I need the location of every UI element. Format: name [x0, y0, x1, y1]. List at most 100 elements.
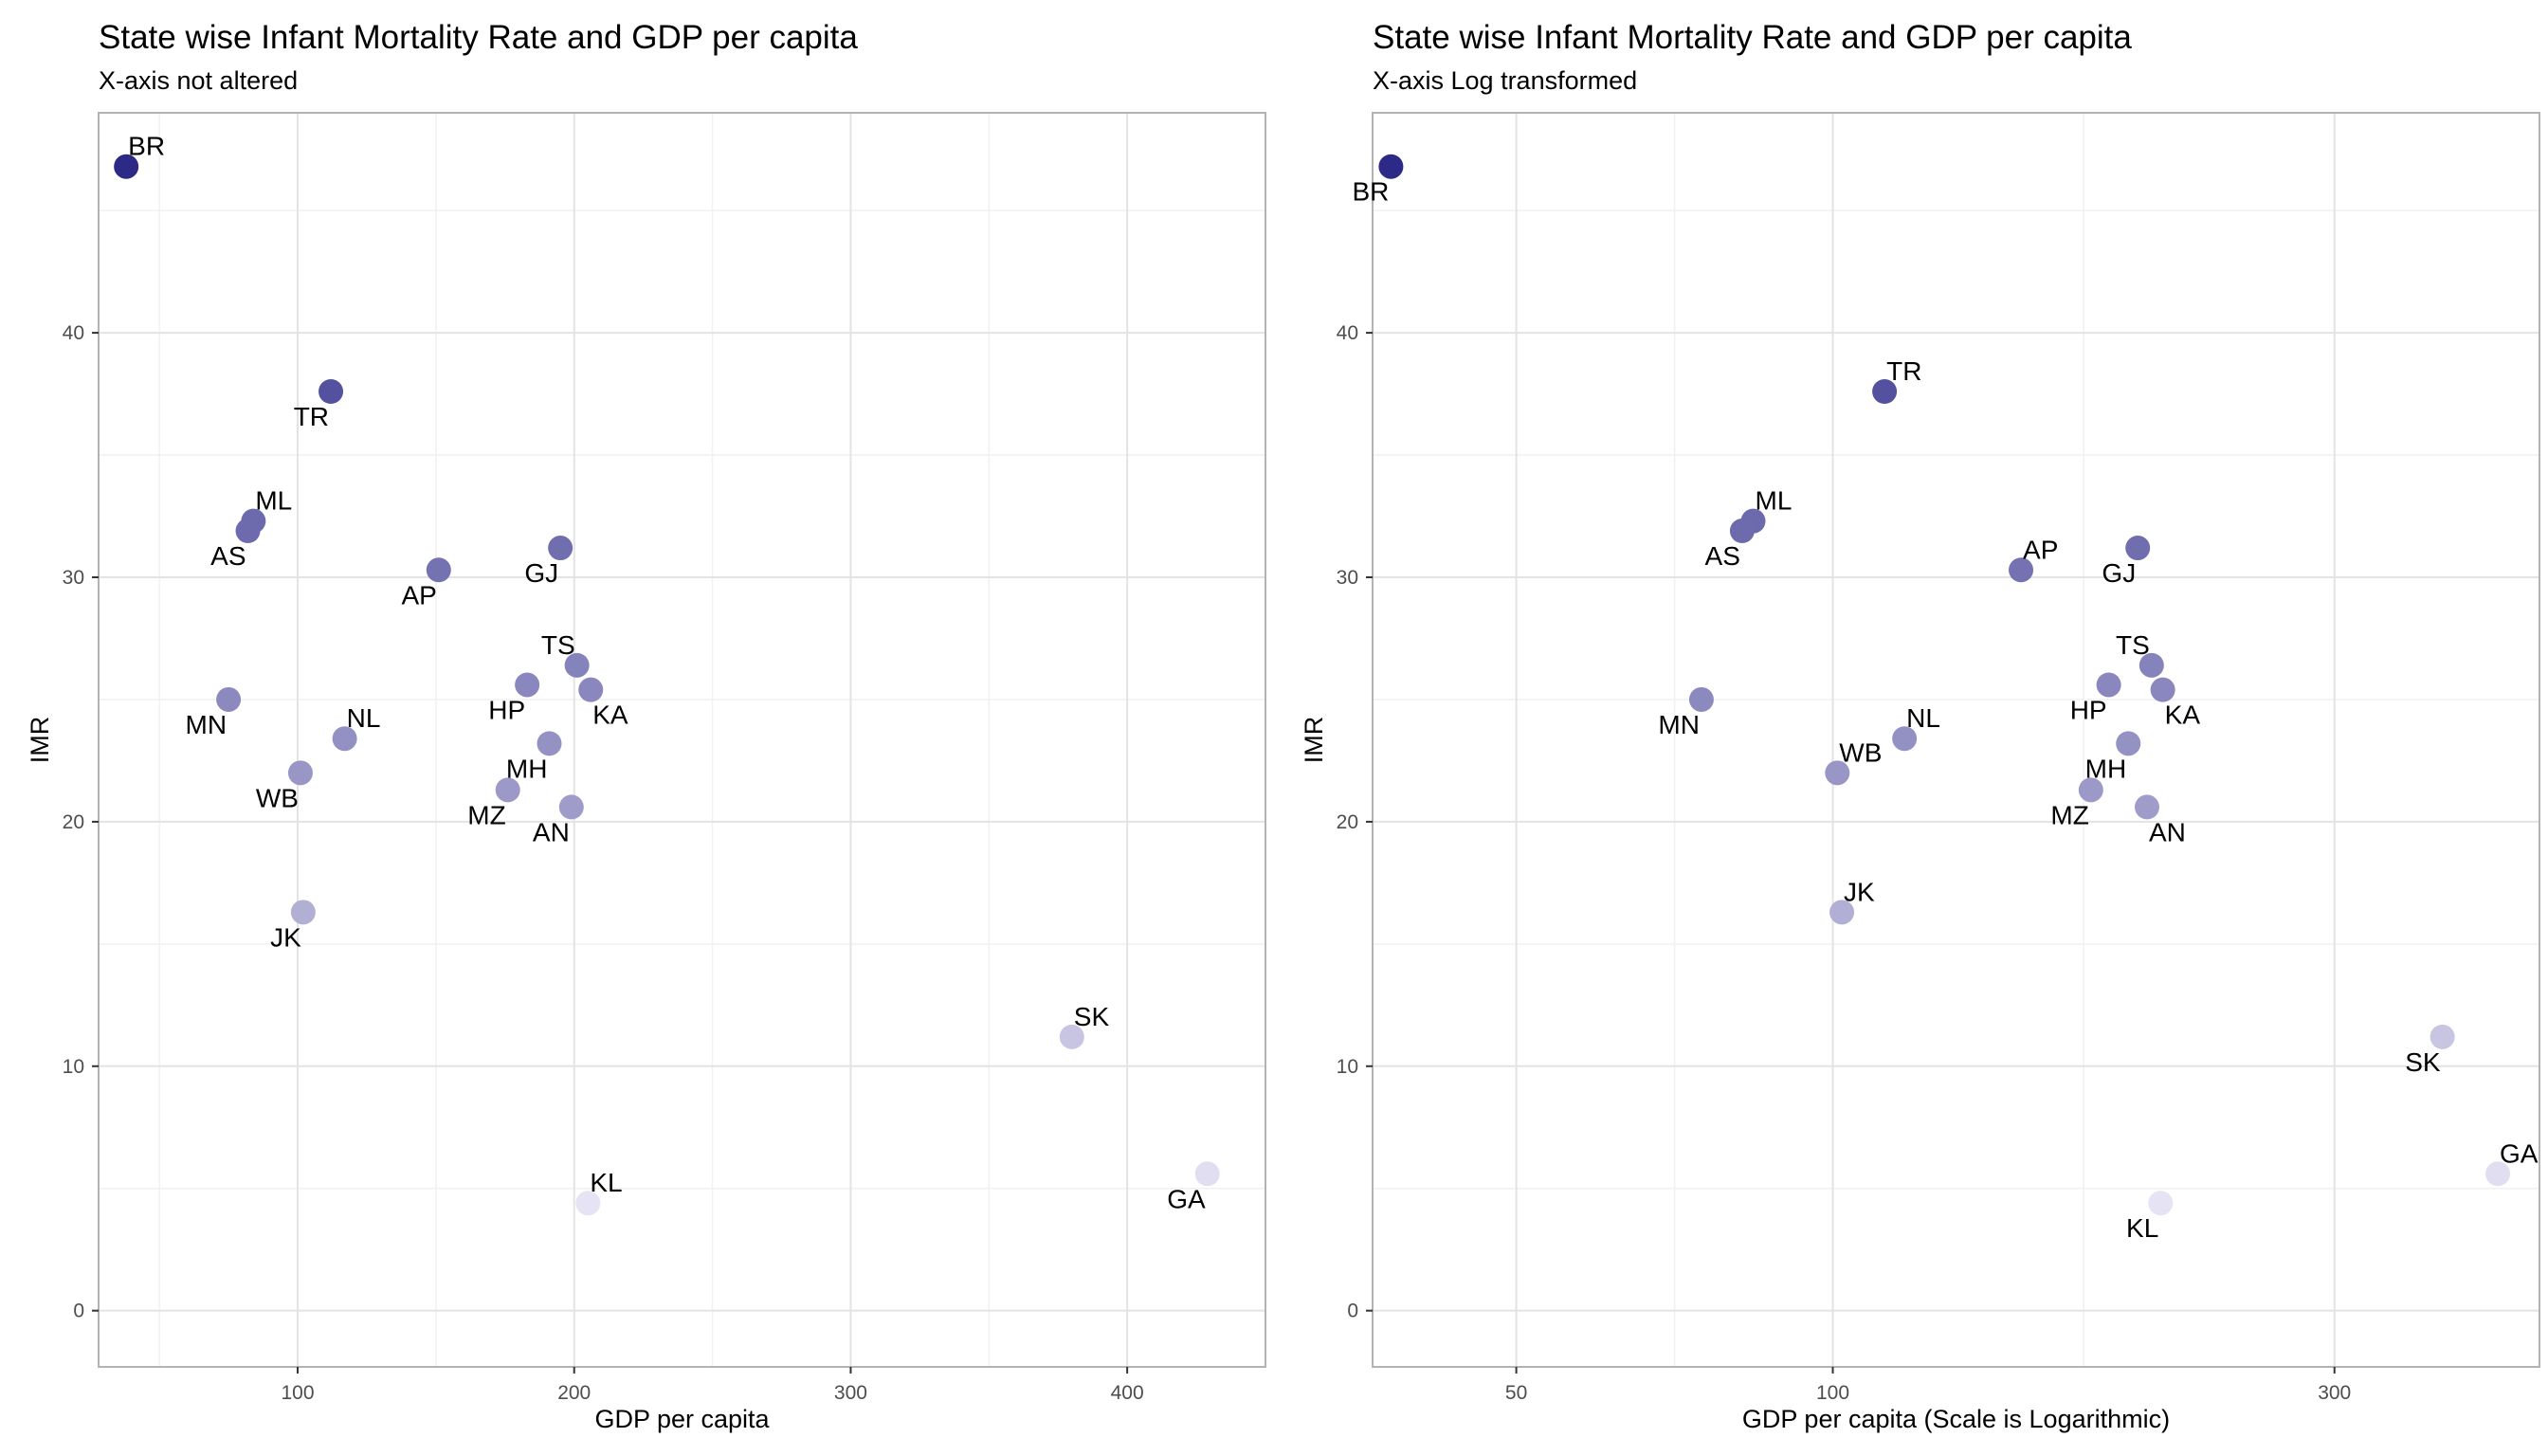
point-label: SK — [1074, 1002, 1110, 1031]
y-axis-title: IMR — [26, 717, 54, 764]
point-label: BR — [128, 132, 165, 161]
panel-border — [1372, 112, 2540, 1368]
data-point — [216, 686, 242, 712]
x-tick-label: 400 — [1111, 1382, 1144, 1404]
data-point — [1829, 900, 1855, 925]
point-label: BR — [1352, 177, 1389, 207]
data-point — [114, 154, 139, 179]
point-label: HP — [2070, 695, 2107, 724]
data-point — [1378, 154, 1404, 179]
data-point — [2096, 672, 2121, 698]
point-label: GA — [1167, 1184, 1206, 1213]
data-point — [1194, 1161, 1220, 1187]
panel-border — [98, 112, 1266, 1368]
point-label: MH — [506, 754, 548, 783]
data-point — [1825, 760, 1850, 786]
chart-title: State wise Infant Mortality Rate and GDP… — [99, 19, 858, 56]
point-label: TR — [294, 402, 329, 431]
x-tick-label: 200 — [557, 1382, 591, 1404]
data-point — [2125, 536, 2151, 561]
point-label: GJ — [2102, 558, 2136, 588]
x-axis-title: GDP per capita (Scale is Logarithmic) — [1742, 1405, 2170, 1433]
point-label: GA — [2500, 1138, 2539, 1168]
x-tick-label: 300 — [2318, 1382, 2351, 1404]
data-point — [290, 900, 316, 925]
y-tick-label: 40 — [1337, 322, 1358, 344]
data-point — [2430, 1024, 2455, 1049]
point-label: KA — [592, 701, 628, 730]
point-label: KL — [590, 1168, 622, 1197]
data-point — [495, 777, 520, 803]
y-tick-label: 40 — [63, 322, 84, 344]
point-label: MZ — [2050, 800, 2088, 829]
point-label: HP — [488, 695, 525, 724]
point-label: AN — [533, 817, 570, 846]
point-label: AN — [2149, 817, 2186, 846]
scatter-plot-log: 50 100 300 0 10 20 30 40 GDP per capita (Scale i… — [1300, 112, 2540, 1433]
left-chart-panel: State wise Infant Mortality Rate and GDP… — [26, 19, 1266, 1433]
point-label: KL — [2126, 1213, 2158, 1243]
x-tick-label: 100 — [282, 1382, 315, 1404]
data-point — [1892, 726, 1918, 752]
point-label: TR — [1886, 356, 1921, 386]
data-point — [1729, 519, 1755, 543]
data-point — [2078, 777, 2103, 803]
data-point — [2148, 1191, 2174, 1216]
point-label: TS — [541, 630, 575, 660]
point-label: MN — [1658, 710, 1700, 739]
data-point — [2134, 794, 2159, 820]
point-label: KA — [2165, 701, 2201, 730]
y-tick-label: 30 — [1337, 567, 1358, 589]
scatter-plot-linear: 100 200 300 400 0 10 20 30 40 GDP per capita IMR BR… — [26, 112, 1266, 1433]
point-label: MN — [186, 710, 228, 739]
data-point — [578, 677, 604, 702]
data-point — [2150, 677, 2175, 702]
y-tick-label: 10 — [1337, 1056, 1358, 1078]
data-point — [235, 519, 261, 543]
data-point — [318, 379, 344, 404]
x-tick-label: 300 — [834, 1382, 867, 1404]
chart-title: State wise Infant Mortality Rate and GDP… — [1373, 19, 2132, 56]
y-tick-label: 20 — [1337, 811, 1358, 833]
data-point — [1688, 686, 1714, 712]
point-label: MZ — [467, 800, 505, 829]
data-point — [558, 794, 584, 820]
y-tick-label: 30 — [63, 567, 84, 589]
data-point — [287, 760, 313, 786]
point-label: AP — [2023, 535, 2058, 564]
point-label: AS — [1705, 541, 1740, 571]
point-label: ML — [1756, 486, 1793, 516]
point-label: ML — [255, 486, 292, 516]
data-point — [564, 652, 590, 678]
data-point — [2116, 731, 2141, 756]
data-point — [2138, 652, 2164, 678]
point-label: WB — [256, 783, 299, 812]
point-label: GJ — [524, 558, 558, 588]
chart-subtitle: X-axis Log transformed — [1373, 66, 1638, 95]
y-tick-label: 0 — [73, 1301, 84, 1322]
point-label: JK — [270, 922, 301, 952]
point-label: WB — [1839, 737, 1882, 767]
y-tick-label: 10 — [63, 1056, 84, 1078]
point-label: NL — [1906, 703, 1940, 733]
y-tick-label: 20 — [63, 811, 84, 833]
point-label: NL — [347, 703, 381, 733]
data-point — [537, 731, 562, 756]
data-point — [2009, 557, 2034, 583]
right-chart-panel: State wise Infant Mortality Rate and GDP… — [1274, 0, 2548, 1456]
x-axis-title: GDP per capita — [594, 1405, 770, 1433]
data-point — [426, 557, 451, 583]
point-label: JK — [1844, 877, 1875, 906]
point-label: TS — [2116, 630, 2150, 660]
data-point — [548, 536, 573, 561]
chart-subtitle: X-axis not altered — [99, 66, 299, 95]
x-tick-label: 50 — [1505, 1382, 1527, 1404]
data-point — [515, 672, 540, 698]
y-axis-title: IMR — [1300, 717, 1328, 764]
data-point — [1872, 379, 1898, 404]
data-point — [1059, 1024, 1084, 1049]
point-label: AS — [210, 541, 246, 571]
x-tick-label: 100 — [1816, 1382, 1849, 1404]
data-point — [332, 726, 357, 752]
data-point — [2485, 1161, 2511, 1187]
